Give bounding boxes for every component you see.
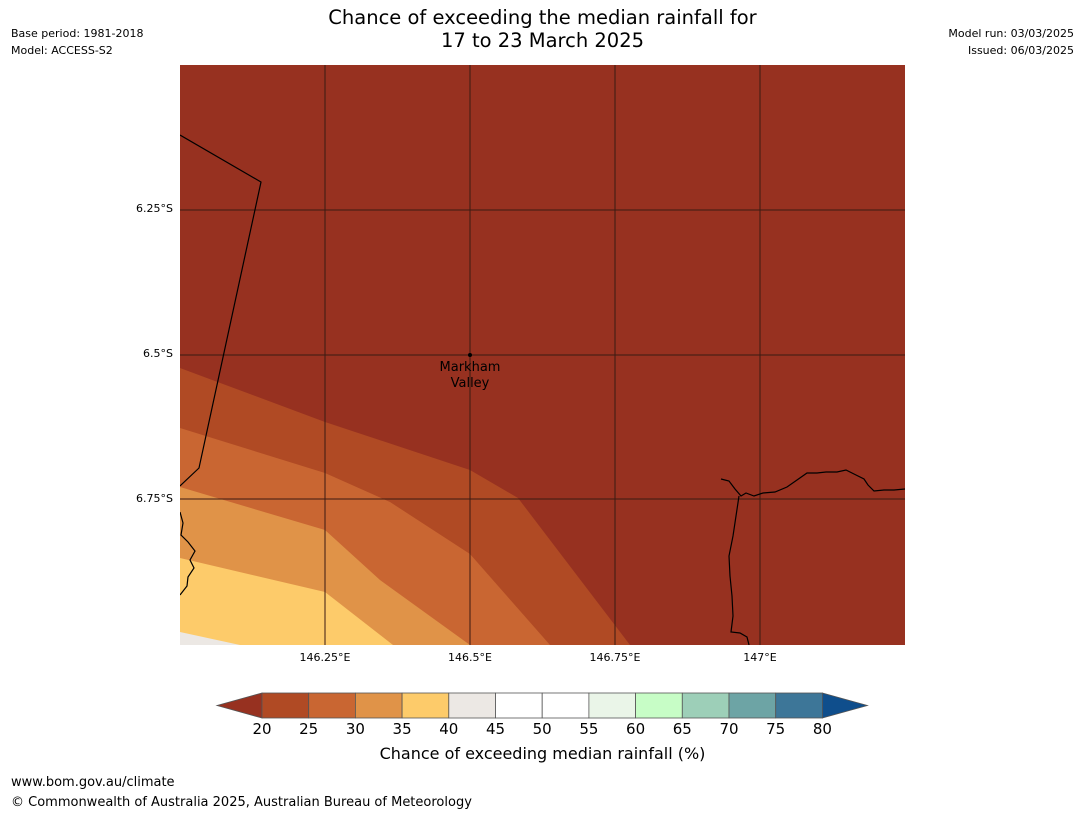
title-line-2: 17 to 23 March 2025 <box>440 29 645 52</box>
map-canvas <box>180 65 905 645</box>
band-45-50 <box>180 632 240 645</box>
colorbar-segment-75-80 <box>775 692 823 719</box>
colorbar-segment-60-65 <box>635 692 683 719</box>
model-run-text: Model run: 03/03/2025 <box>948 27 1074 40</box>
lat-label-6-25: 6.25°S <box>136 202 173 215</box>
metadata-left: Base period: 1981-2018 Model: ACCESS-S2 <box>11 25 143 59</box>
colorbar-tick-45: 45 <box>485 720 506 738</box>
rainfall-map <box>180 65 905 645</box>
markham-valley-marker <box>468 353 472 357</box>
colorbar-segment-35-40 <box>401 692 450 719</box>
coastline-west <box>180 511 196 596</box>
colorbar-segment-65-70 <box>681 692 730 719</box>
colorbar-segment-45-50 <box>495 692 543 719</box>
issued-text: Issued: 06/03/2025 <box>967 44 1074 57</box>
border-line <box>180 134 262 487</box>
lat-label-6-75: 6.75°S <box>136 492 173 505</box>
colorbar-tick-30: 30 <box>345 720 365 738</box>
model-text: Model: ACCESS-S2 <box>11 44 113 57</box>
colorbar-segment-25-30 <box>308 692 356 719</box>
colorbar-tick-40: 40 <box>439 720 459 738</box>
colorbar-tick-55: 55 <box>579 720 599 738</box>
colorbar-label: Chance of exceeding median rainfall (%) <box>379 744 706 763</box>
colorbar-tick-35: 35 <box>392 720 412 738</box>
graticule <box>180 65 905 645</box>
place-label-line-2: Valley <box>450 376 490 391</box>
colorbar-tick-70: 70 <box>719 720 739 738</box>
lon-label-146-75: 146.75°E <box>589 651 641 664</box>
base-period-text: Base period: 1981-2018 <box>11 27 144 40</box>
coastline-east <box>720 469 905 497</box>
colorbar-segment-55-60 <box>588 692 636 719</box>
lon-label-146-5: 146.5°E <box>448 651 492 664</box>
lon-label-147: 147°E <box>743 651 777 664</box>
colorbar-graphic <box>215 692 869 719</box>
colorbar-segment-40-45 <box>448 692 496 719</box>
footer-copyright: © Commonwealth of Australia 2025, Austra… <box>11 795 472 810</box>
footer-url: www.bom.gov.au/climate <box>11 775 175 790</box>
colorbar-tick-80: 80 <box>812 720 832 738</box>
title-line-1: Chance of exceeding the median rainfall … <box>328 6 757 29</box>
colorbar-tick-60: 60 <box>626 720 646 738</box>
colorbar-tick-65: 65 <box>672 720 692 738</box>
colorbar-tick-20: 20 <box>252 720 272 738</box>
map-title: Chance of exceeding the median rainfall … <box>0 6 1085 52</box>
colorbar-tick-75: 75 <box>766 720 786 738</box>
colorbar-arrow-low <box>215 692 263 719</box>
river-line <box>728 495 750 645</box>
colorbar-tick-50: 50 <box>532 720 552 738</box>
place-label-line-1: Markham <box>439 360 501 375</box>
colorbar-segment-70-75 <box>728 692 777 719</box>
lat-label-6-5: 6.5°S <box>143 347 173 360</box>
colorbar-segment-50-55 <box>541 692 590 719</box>
metadata-right: Model run: 03/03/2025 Issued: 06/03/2025 <box>948 25 1074 59</box>
colorbar-segment-30-35 <box>354 692 403 719</box>
colorbar-segment-20-25 <box>261 692 310 719</box>
place-label-markham-valley: Markham Valley <box>420 360 520 392</box>
lon-label-146-25: 146.25°E <box>299 651 351 664</box>
colorbar <box>210 688 875 728</box>
colorbar-tick-25: 25 <box>299 720 319 738</box>
band-40-45 <box>180 558 393 645</box>
colorbar-arrow-high <box>822 692 869 719</box>
